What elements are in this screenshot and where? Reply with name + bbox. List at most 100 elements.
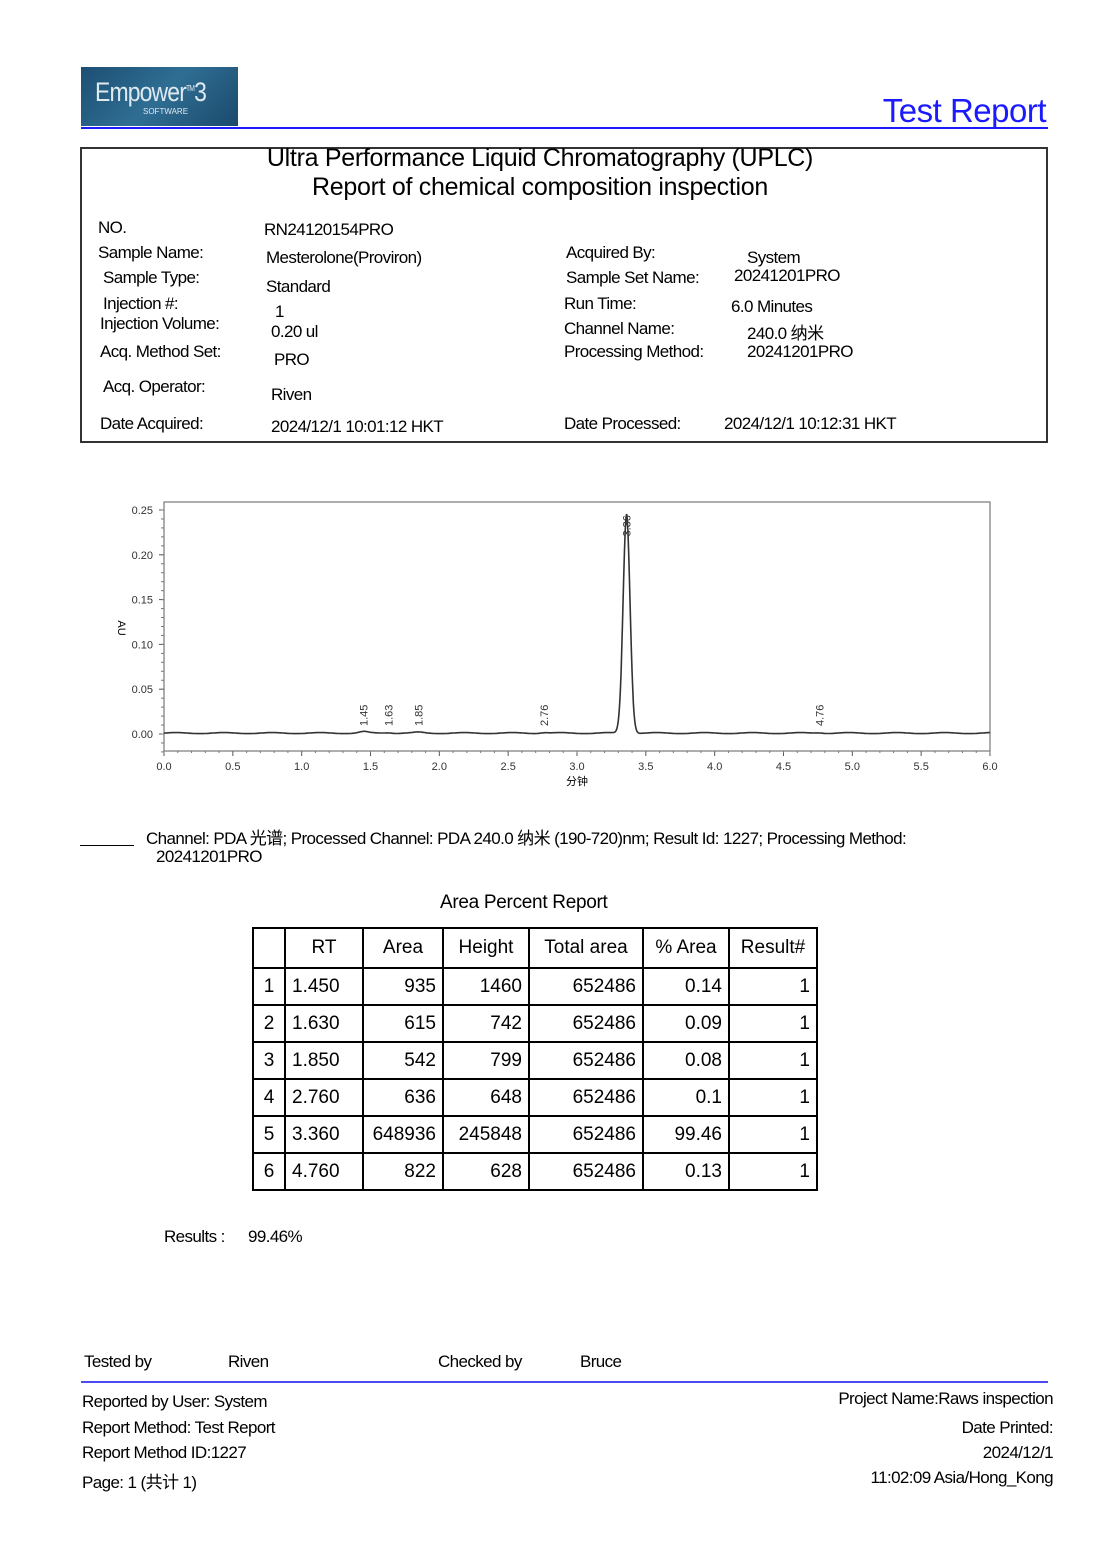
inj-volume-value: 0.20 ul <box>271 322 318 341</box>
date-acquired-label: Date Acquired: <box>100 414 204 433</box>
table-cell: 615 <box>362 1004 444 1043</box>
peak-label: 1.63 <box>383 705 395 726</box>
table-cell: 3 <box>252 1041 286 1080</box>
sample-set-value: 20241201PRO <box>734 266 840 285</box>
x-tick-label: 0.0 <box>156 761 171 773</box>
table-row: 6 4.760 822 628 652486 0.13 1 <box>252 1152 818 1191</box>
table-cell: 652486 <box>528 1078 644 1117</box>
table-cell: 1 <box>728 1115 818 1154</box>
report-method-id: Report Method ID:1227 <box>82 1443 247 1462</box>
sample-name-label: Sample Name: <box>98 243 204 262</box>
date-printed-label: Date Printed: <box>961 1418 1054 1437</box>
table-row: 2 1.630 615 742 652486 0.09 1 <box>252 1004 818 1043</box>
x-tick-label: 3.5 <box>638 761 653 773</box>
x-tick-label: 0.5 <box>225 761 240 773</box>
table-cell: 652486 <box>528 1152 644 1191</box>
checked-by-value: Bruce <box>580 1352 622 1371</box>
peak-label: 1.85 <box>414 705 426 726</box>
table-cell: 648 <box>442 1078 530 1117</box>
table-cell: 799 <box>442 1041 530 1080</box>
no-label: NO. <box>98 218 127 237</box>
peak-label: 1.45 <box>359 705 371 726</box>
table-cell: 4 <box>252 1078 286 1117</box>
chromatogram-chart: 0.0 0.5 1.0 1.5 2.0 2.5 3.0 3.5 4.0 4.5 5.0 5.5 6.0 0… <box>115 501 998 788</box>
injection-value: 1 <box>275 302 284 321</box>
results-value: 99.46% <box>248 1227 303 1246</box>
x-tick-label: 2.5 <box>501 761 516 773</box>
table-cell: 1 <box>252 967 286 1006</box>
table-cell: 652486 <box>528 967 644 1006</box>
report-title: Test Report <box>882 92 1047 129</box>
table-cell: 542 <box>362 1041 444 1080</box>
main-title: Ultra Performance Liquid Chromatography … <box>266 144 814 172</box>
y-tick-label: 0.05 <box>132 684 153 696</box>
table-cell: 5 <box>252 1115 286 1154</box>
date-processed-label: Date Processed: <box>564 414 681 433</box>
table-cell: 6 <box>252 1152 286 1191</box>
table-cell: 1.630 <box>284 1004 364 1043</box>
x-tick-label: 5.5 <box>914 761 929 773</box>
x-tick-label: 1.5 <box>363 761 378 773</box>
inj-volume-label: Injection Volume: <box>100 314 220 333</box>
proc-method-value: 20241201PRO <box>747 342 853 361</box>
table-cell: 1 <box>728 1004 818 1043</box>
table-row: 4 2.760 636 648 652486 0.1 1 <box>252 1078 818 1117</box>
table-cell: 2 <box>252 1004 286 1043</box>
channel-label: Channel Name: <box>564 319 675 338</box>
table-row: 3 1.850 542 799 652486 0.08 1 <box>252 1041 818 1080</box>
table-cell: 648936 <box>362 1115 444 1154</box>
table-cell: 652486 <box>528 1041 644 1080</box>
method-set-label: Acq. Method Set: <box>100 342 221 361</box>
table-cell: 742 <box>442 1004 530 1043</box>
table-cell: 2.760 <box>284 1078 364 1117</box>
x-tick-label: 4.0 <box>707 761 722 773</box>
signature-divider <box>81 1381 1048 1383</box>
proc-method-label: Processing Method: <box>564 342 704 361</box>
operator-label: Acq. Operator: <box>103 377 206 396</box>
logo-text: EmpowerTM3 <box>95 77 207 107</box>
y-tick-label: 0.00 <box>132 729 153 741</box>
table-title: Area Percent Report <box>440 892 608 913</box>
y-tick-label: 0.10 <box>132 639 153 651</box>
date-printed: 2024/12/1 <box>982 1443 1054 1462</box>
x-tick-label: 2.0 <box>432 761 447 773</box>
channel-info: Channel: PDA 光谱; Processed Channel: PDA … <box>146 829 907 848</box>
table-cell: 3.360 <box>284 1115 364 1154</box>
column-header: RT <box>284 927 364 969</box>
sample-type-label: Sample Type: <box>103 268 200 287</box>
column-header: Area <box>362 927 444 969</box>
peak-label: 4.76 <box>814 705 826 726</box>
table-cell: 0.13 <box>642 1152 730 1191</box>
y-tick-label: 0.25 <box>132 505 153 517</box>
y-tick-label: 0.15 <box>132 595 153 607</box>
tested-by-label: Tested by <box>84 1352 152 1371</box>
column-header: % Area <box>642 927 730 969</box>
table-row: 1 1.450 935 1460 652486 0.14 1 <box>252 967 818 1006</box>
column-header: Total area <box>528 927 644 969</box>
date-acquired-value: 2024/12/1 10:01:12 HKT <box>271 417 444 436</box>
table-cell: 0.1 <box>642 1078 730 1117</box>
run-time-label: Run Time: <box>564 294 637 313</box>
column-header <box>252 927 286 969</box>
logo-subtext: SOFTWARE <box>143 107 189 116</box>
table-cell: 1 <box>728 1078 818 1117</box>
table-cell: 1 <box>728 967 818 1006</box>
header-divider <box>81 127 1048 129</box>
plot-frame <box>163 501 991 752</box>
sample-type-value: Standard <box>266 277 331 296</box>
x-tick-label: 1.0 <box>294 761 309 773</box>
method-set-value: PRO <box>274 350 310 369</box>
acquired-by-label: Acquired By: <box>566 243 656 262</box>
table-cell: 652486 <box>528 1004 644 1043</box>
table-cell: 99.46 <box>642 1115 730 1154</box>
operator-value: Riven <box>271 385 312 404</box>
table-cell: 0.14 <box>642 967 730 1006</box>
table-cell: 1.850 <box>284 1041 364 1080</box>
results-label: Results : <box>164 1227 225 1246</box>
checked-by-label: Checked by <box>438 1352 522 1371</box>
channel-rule <box>80 845 134 846</box>
table-cell: 245848 <box>442 1115 530 1154</box>
table-cell: 628 <box>442 1152 530 1191</box>
sample-info-box <box>80 147 1048 443</box>
